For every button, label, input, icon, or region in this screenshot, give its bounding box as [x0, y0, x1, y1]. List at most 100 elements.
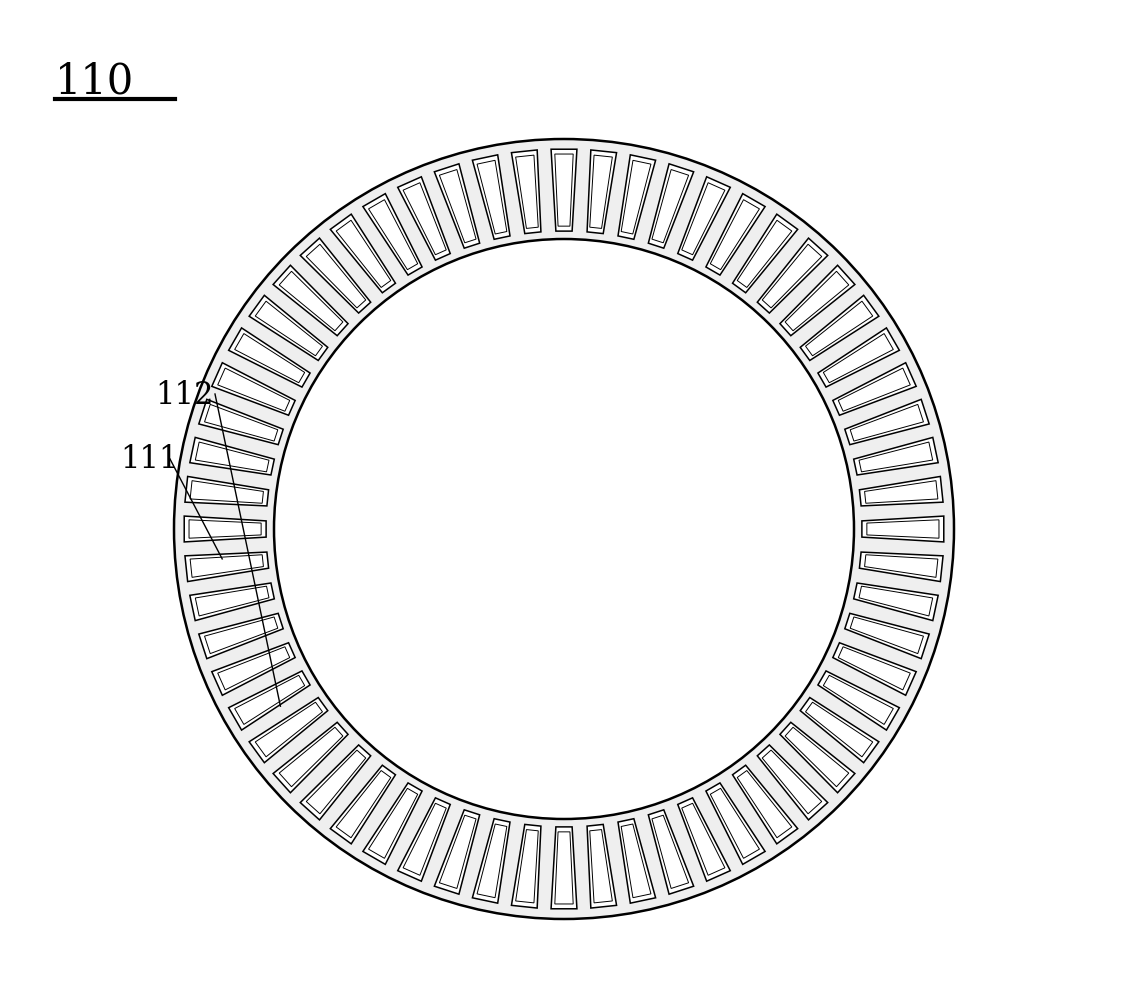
Polygon shape [212, 643, 296, 695]
Polygon shape [854, 438, 938, 475]
Polygon shape [477, 824, 506, 898]
Polygon shape [838, 369, 910, 412]
Polygon shape [823, 675, 893, 725]
Polygon shape [307, 245, 365, 309]
Polygon shape [862, 517, 944, 542]
Polygon shape [678, 798, 730, 881]
Polygon shape [440, 171, 476, 244]
Polygon shape [845, 613, 929, 659]
Polygon shape [434, 165, 479, 248]
Polygon shape [190, 584, 274, 621]
Polygon shape [738, 771, 792, 838]
Polygon shape [336, 221, 390, 288]
Polygon shape [195, 443, 268, 472]
Polygon shape [649, 165, 694, 248]
Polygon shape [199, 400, 283, 446]
Polygon shape [785, 272, 848, 331]
Polygon shape [235, 675, 305, 725]
Polygon shape [845, 400, 929, 446]
Polygon shape [363, 194, 422, 276]
Polygon shape [369, 789, 417, 859]
Polygon shape [622, 161, 651, 235]
Polygon shape [300, 239, 371, 314]
Polygon shape [800, 296, 879, 361]
Polygon shape [273, 266, 349, 336]
Polygon shape [678, 177, 730, 261]
Polygon shape [336, 771, 390, 838]
Polygon shape [860, 552, 943, 582]
Polygon shape [590, 830, 613, 903]
Polygon shape [785, 728, 848, 787]
Polygon shape [218, 647, 290, 690]
Polygon shape [403, 183, 447, 255]
Polygon shape [369, 200, 417, 270]
Polygon shape [779, 266, 855, 336]
Polygon shape [440, 815, 476, 888]
Polygon shape [779, 723, 855, 793]
Polygon shape [618, 818, 655, 903]
Polygon shape [587, 824, 617, 908]
Polygon shape [398, 798, 450, 881]
Polygon shape [732, 765, 797, 844]
Polygon shape [851, 405, 924, 442]
Polygon shape [229, 328, 310, 387]
Polygon shape [711, 200, 759, 270]
Polygon shape [864, 481, 937, 504]
Polygon shape [184, 517, 266, 542]
Polygon shape [711, 789, 759, 859]
Polygon shape [212, 364, 296, 416]
Polygon shape [218, 369, 290, 412]
Polygon shape [800, 698, 879, 763]
Polygon shape [763, 750, 821, 814]
Polygon shape [185, 477, 268, 507]
Polygon shape [552, 150, 576, 232]
Polygon shape [511, 824, 541, 908]
Polygon shape [190, 521, 262, 538]
Polygon shape [515, 156, 538, 229]
Polygon shape [555, 832, 573, 904]
Polygon shape [860, 443, 933, 472]
Polygon shape [307, 750, 365, 814]
Polygon shape [403, 804, 447, 876]
Polygon shape [732, 215, 797, 294]
Polygon shape [763, 245, 821, 309]
Polygon shape [757, 745, 828, 820]
Polygon shape [229, 671, 310, 731]
Polygon shape [199, 613, 283, 659]
Polygon shape [555, 155, 573, 227]
Polygon shape [832, 364, 916, 416]
Polygon shape [511, 151, 541, 235]
Polygon shape [515, 830, 538, 903]
Polygon shape [255, 702, 323, 757]
Polygon shape [851, 617, 924, 654]
Polygon shape [255, 302, 323, 356]
Polygon shape [681, 804, 725, 876]
Polygon shape [681, 183, 725, 255]
Polygon shape [622, 824, 651, 898]
Polygon shape [473, 818, 510, 903]
Polygon shape [652, 171, 688, 244]
Polygon shape [398, 177, 450, 261]
Polygon shape [866, 521, 938, 538]
Polygon shape [280, 272, 343, 331]
Text: 110: 110 [55, 60, 134, 102]
Polygon shape [185, 552, 268, 582]
Polygon shape [860, 587, 933, 616]
Polygon shape [805, 302, 873, 356]
Polygon shape [190, 438, 274, 475]
Polygon shape [738, 221, 792, 288]
Polygon shape [860, 477, 943, 507]
Polygon shape [300, 745, 371, 820]
Circle shape [274, 240, 854, 819]
Polygon shape [823, 334, 893, 384]
Polygon shape [191, 481, 264, 504]
Polygon shape [473, 156, 510, 240]
Polygon shape [195, 587, 268, 616]
Polygon shape [191, 555, 264, 578]
Text: 111: 111 [120, 444, 178, 475]
Polygon shape [706, 194, 765, 276]
Polygon shape [854, 584, 938, 621]
Polygon shape [280, 728, 343, 787]
Polygon shape [757, 239, 828, 314]
Circle shape [174, 140, 954, 919]
